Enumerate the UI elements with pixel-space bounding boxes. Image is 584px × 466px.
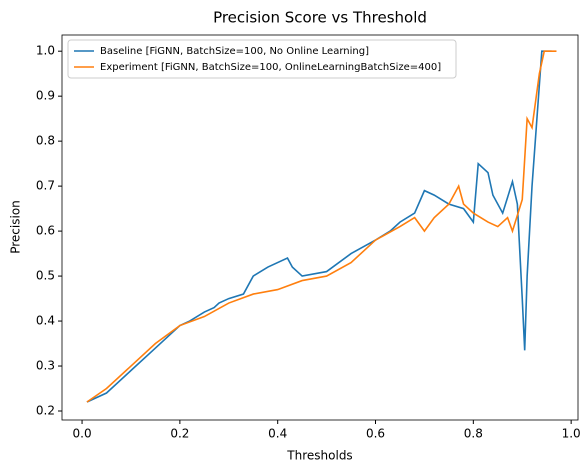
x-axis-label: Thresholds [286,449,352,463]
y-tick-label: 0.4 [36,314,55,328]
y-tick-label: 0.5 [36,269,55,283]
legend-box [67,39,457,79]
x-tick-label: 0.2 [170,427,189,441]
series-line [86,50,557,403]
y-tick-label: 0.2 [36,404,55,418]
series-line [86,50,552,403]
x-tick-label: 1.0 [562,427,581,441]
y-tick-label: 0.6 [36,224,55,238]
x-tick-label: 0.0 [73,427,92,441]
x-tick-label: 0.4 [268,427,287,441]
x-tick-label: 0.8 [464,427,483,441]
y-tick-label: 0.9 [36,89,55,103]
plot-frame [61,34,579,421]
y-axis-label: Precision [9,200,23,254]
x-tick-label: 0.6 [366,427,385,441]
y-tick-label: 0.8 [36,134,55,148]
legend-label: Experiment [FiGNN, BatchSize=100, Online… [100,62,441,73]
legend-label: Baseline [FiGNN, BatchSize=100, No Onlin… [100,46,369,57]
y-tick-label: 1.0 [36,44,55,58]
legend: Baseline [FiGNN, BatchSize=100, No Onlin… [67,39,457,79]
chart-title: Precision Score vs Threshold [213,9,427,27]
y-tick-label: 0.7 [36,179,55,193]
y-tick-label: 0.3 [36,359,55,373]
